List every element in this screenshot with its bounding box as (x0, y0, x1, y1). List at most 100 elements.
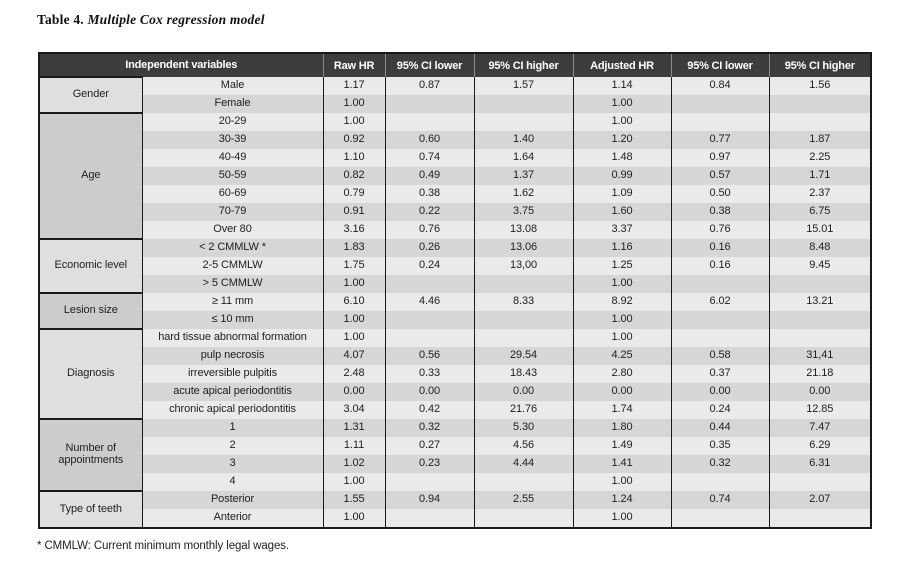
value-cell: 1.83 (322, 239, 386, 257)
value-cell: 1.00 (322, 275, 386, 293)
table-row: > 5 CMMLW 1.00 1.00 (39, 275, 872, 293)
value-cell (473, 113, 574, 131)
value-cell: 13.06 (473, 239, 574, 257)
table-row: Over 80 3.16 0.76 13.08 3.37 0.76 15.01 (39, 221, 872, 239)
value-cell (473, 311, 574, 329)
table-row: acute apical periodontitis 0.00 0.00 0.00 0.… (39, 383, 872, 401)
table-row: 2-5 CMMLW 1.75 0.24 13,00 1.25 0.16 9.45 (39, 257, 872, 275)
variable-cell: 40-49 (141, 149, 324, 167)
value-cell: 1.00 (572, 95, 672, 113)
variable-cell: ≥ 11 mm (141, 293, 324, 311)
table-row: 3 1.02 0.23 4.44 1.41 0.32 6.31 (39, 455, 872, 473)
category-cell: Diagnosis (38, 328, 142, 419)
value-cell: 0.23 (384, 455, 475, 473)
value-cell: 7.47 (768, 419, 872, 437)
variable-cell: ≤ 10 mm (141, 311, 324, 329)
value-cell: 1.80 (572, 419, 672, 437)
value-cell: 1.48 (572, 149, 672, 167)
variable-cell: 30-39 (141, 131, 324, 149)
value-cell: 0.50 (670, 185, 770, 203)
variable-cell: Female (141, 95, 324, 113)
value-cell (473, 95, 574, 113)
value-cell: 6.02 (670, 293, 770, 311)
header-ci-lower-adj: 95% CI lower (670, 53, 770, 77)
value-cell: 1.00 (322, 329, 386, 347)
value-cell: 0.33 (384, 365, 475, 383)
value-cell (768, 95, 872, 113)
variable-cell: 4 (141, 473, 324, 491)
value-cell: 29.54 (473, 347, 574, 365)
value-cell (384, 509, 475, 528)
value-cell (670, 473, 770, 491)
value-cell: 6.31 (768, 455, 872, 473)
value-cell: 18.43 (473, 365, 574, 383)
value-cell: 1.00 (572, 311, 672, 329)
footnote: * CMMLW: Current minimum monthly legal w… (37, 540, 289, 552)
value-cell: 0.76 (384, 221, 475, 239)
table-row: 50-59 0.82 0.49 1.37 0.99 0.57 1.71 (39, 167, 872, 185)
table-row: Diagnosis hard tissue abnormal formation 1… (38, 328, 872, 419)
table-row: ≤ 10 mm 1.00 1.00 (39, 311, 872, 329)
value-cell: 2.25 (768, 149, 872, 167)
value-cell: 0.99 (572, 167, 672, 185)
table-row: 30-39 0.92 0.60 1.40 1.20 0.77 1.87 (39, 131, 872, 149)
value-cell: 4.56 (473, 437, 574, 455)
header-ci-higher-raw: 95% CI higher (473, 53, 574, 77)
table-row: Gender Male 1.17 0.87 1.57 1.14 0.84 1.56 (38, 76, 872, 113)
variable-cell: 70-79 (141, 203, 324, 221)
variable-cell: 1 (141, 419, 324, 437)
value-cell: 2.37 (768, 185, 872, 203)
value-cell: 0.60 (384, 131, 475, 149)
value-cell: 1.00 (572, 113, 672, 131)
value-cell: 1.49 (572, 437, 672, 455)
value-cell: 0.32 (670, 455, 770, 473)
variable-cell: acute apical periodontitis (141, 383, 324, 401)
value-cell: 1.55 (322, 491, 386, 509)
value-cell: 0.84 (670, 77, 770, 95)
category-cell: Lesion size (38, 292, 142, 329)
value-cell: 3.04 (322, 401, 386, 419)
table-row: 60-69 0.79 0.38 1.62 1.09 0.50 2.37 (39, 185, 872, 203)
value-cell: 1.17 (322, 77, 386, 95)
value-cell (384, 311, 475, 329)
table-row: Lesion size ≥ 11 mm 6.10 4.46 8.33 8.92 6.02 13… (38, 292, 872, 329)
value-cell: 0.76 (670, 221, 770, 239)
category-cell: Number of appointments (38, 418, 142, 491)
value-cell (384, 329, 475, 347)
value-cell: 1.87 (768, 131, 872, 149)
value-cell: 0.24 (384, 257, 475, 275)
value-cell (384, 275, 475, 293)
table-row: 2 1.11 0.27 4.56 1.49 0.35 6.29 (39, 437, 872, 455)
value-cell: 4.07 (322, 347, 386, 365)
table-row: 4 1.00 1.00 (39, 473, 872, 491)
value-cell: 1.24 (572, 491, 672, 509)
variable-cell: 20-29 (141, 113, 324, 131)
header-raw-hr: Raw HR (322, 53, 386, 77)
value-cell: 1.25 (572, 257, 672, 275)
value-cell: 13.21 (768, 293, 872, 311)
category-cell: Age (38, 112, 142, 239)
value-cell: 8.92 (572, 293, 672, 311)
value-cell: 0.87 (384, 77, 475, 95)
table-row: Anterior 1.00 1.00 (39, 509, 872, 528)
table-row: irreversible pulpitis 2.48 0.33 18.43 2.80 0.… (39, 365, 872, 383)
value-cell: 1.62 (473, 185, 574, 203)
value-cell (670, 311, 770, 329)
variable-cell: chronic apical periodontitis (141, 401, 324, 419)
value-cell: 1.00 (322, 113, 386, 131)
table-row: 40-49 1.10 0.74 1.64 1.48 0.97 2.25 (39, 149, 872, 167)
value-cell (768, 275, 872, 293)
value-cell: 0.74 (384, 149, 475, 167)
table-row: pulp necrosis 4.07 0.56 29.54 4.25 0.58 31,41 (39, 347, 872, 365)
value-cell: 0.92 (322, 131, 386, 149)
value-cell: 1.60 (572, 203, 672, 221)
value-cell: 12.85 (768, 401, 872, 419)
value-cell: 2.55 (473, 491, 574, 509)
value-cell: 15.01 (768, 221, 872, 239)
category-cell: Type of teeth (38, 490, 142, 528)
value-cell: 1.11 (322, 437, 386, 455)
value-cell: 0.00 (768, 383, 872, 401)
value-cell: 1.00 (572, 509, 672, 528)
value-cell: 0.24 (670, 401, 770, 419)
value-cell: 4.46 (384, 293, 475, 311)
